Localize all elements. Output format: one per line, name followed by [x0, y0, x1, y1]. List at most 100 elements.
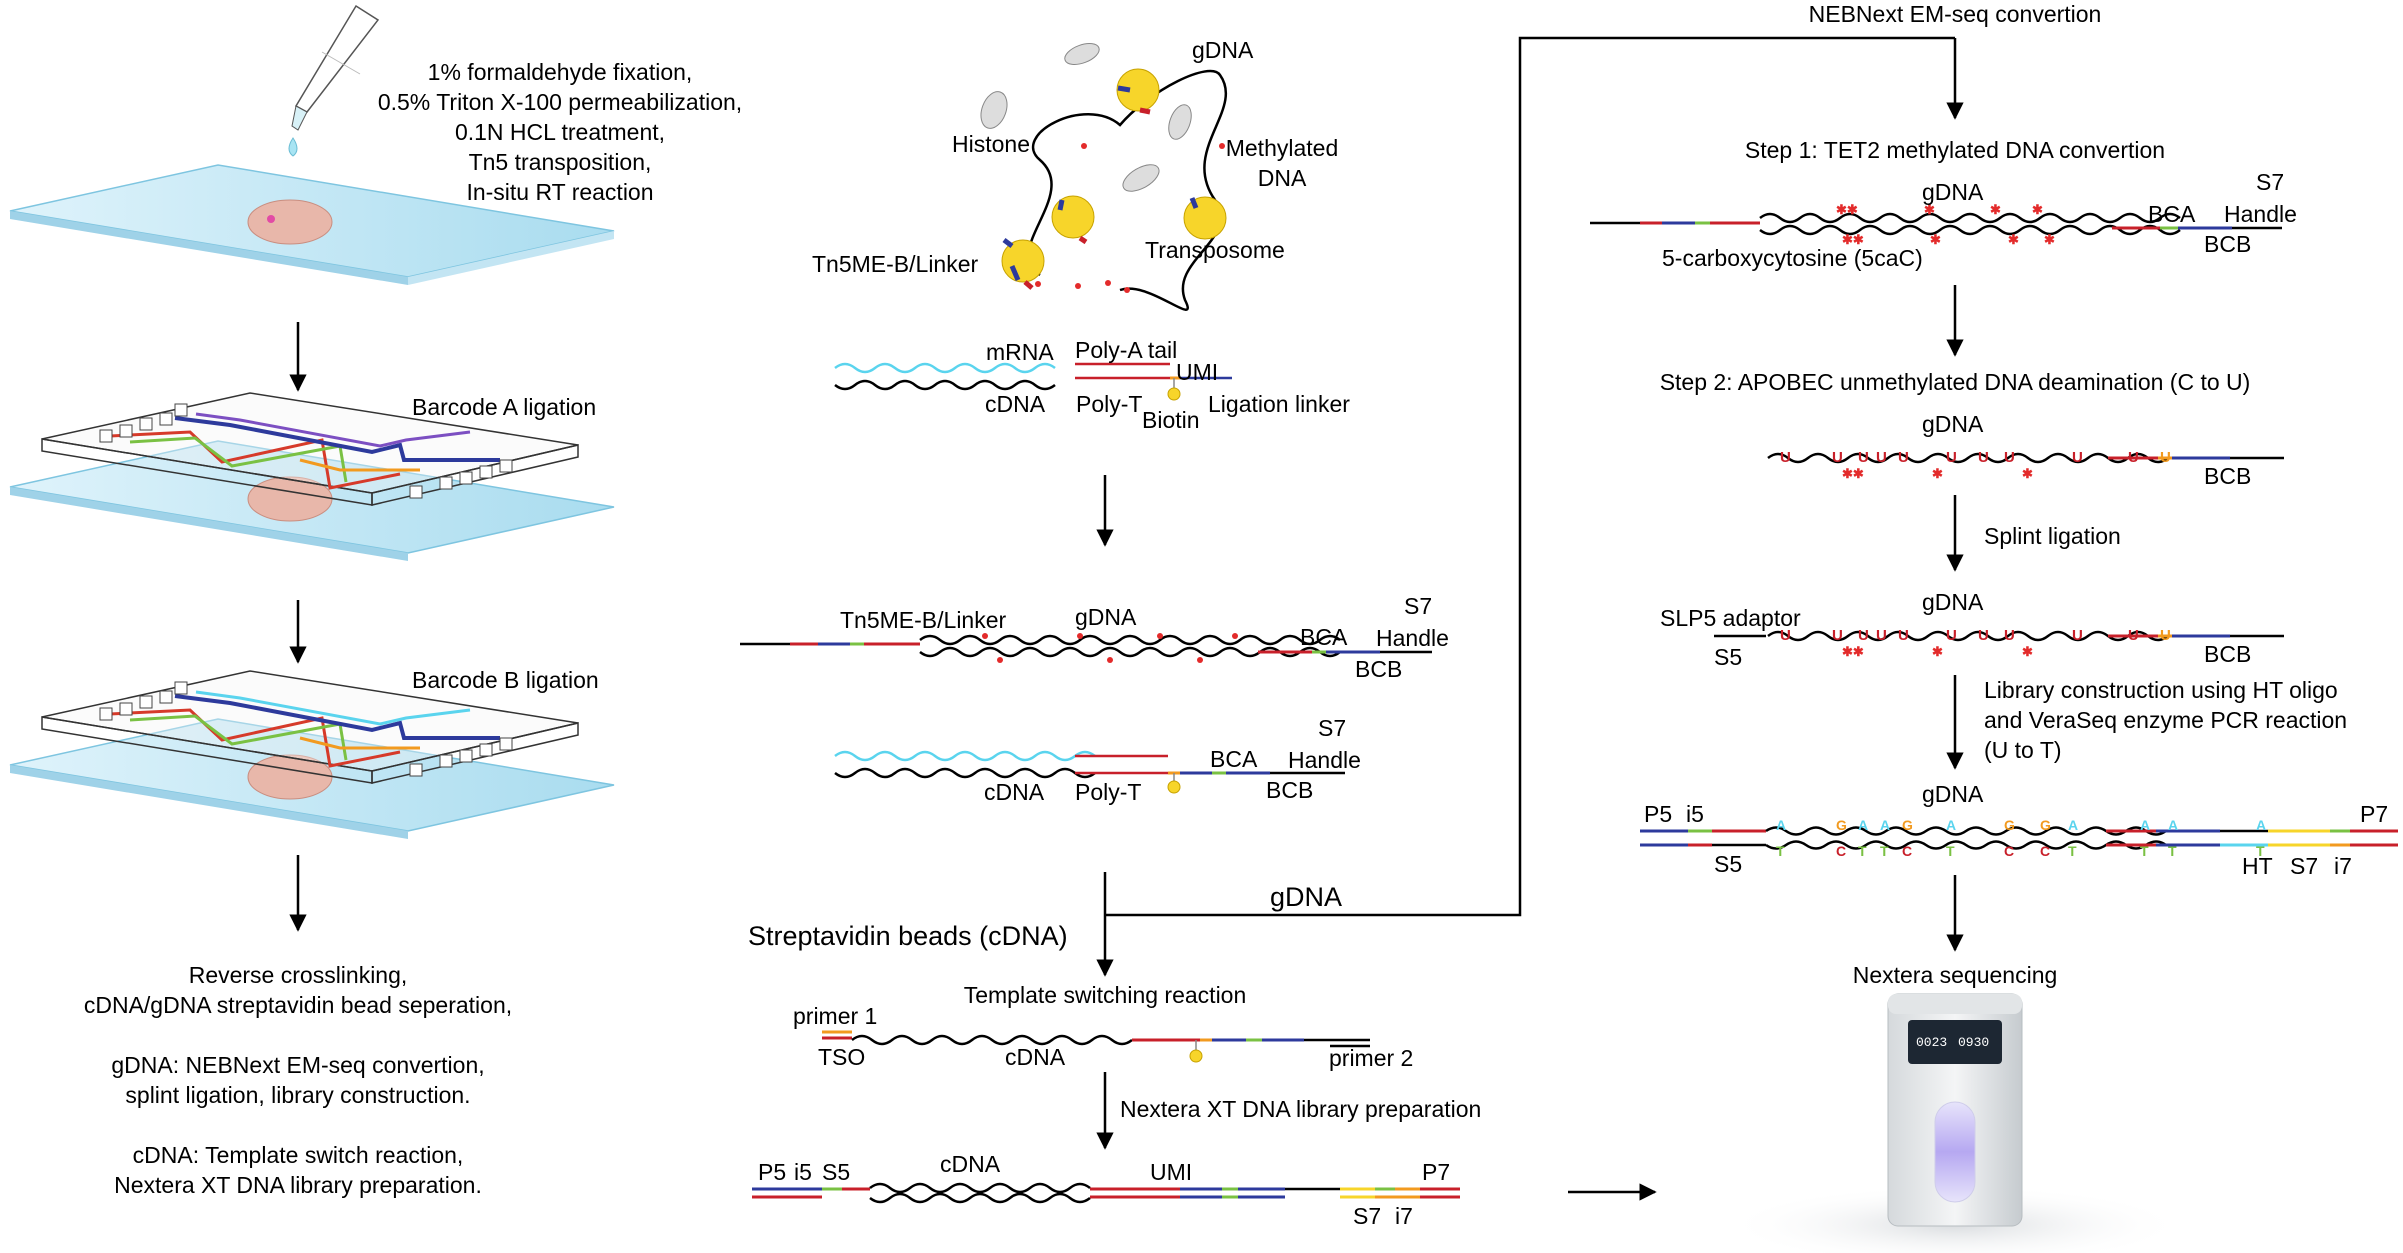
summary-line-2: cDNA/gDNA streptavidin bead seperation,	[84, 992, 512, 1018]
svg-text:U: U	[1978, 449, 1989, 466]
transposome-label: Transposome	[1145, 237, 1285, 263]
construct-gdna-label: gDNA	[1075, 604, 1137, 630]
svg-text:T: T	[2140, 843, 2149, 859]
lib-ht-label: HT	[2242, 853, 2273, 879]
tso-label: TSO	[818, 1044, 865, 1070]
svg-text:U: U	[1946, 449, 1957, 466]
svg-text:U: U	[2160, 627, 2171, 644]
svg-text:U: U	[1898, 627, 1909, 644]
svg-text:U: U	[1946, 627, 1957, 644]
tn5-linker-label: Tn5ME-B/Linker	[812, 251, 979, 277]
svg-text:✱: ✱	[2044, 232, 2055, 247]
svg-text:G: G	[1836, 817, 1847, 833]
primer1-label: primer 1	[793, 1003, 877, 1029]
ligation-linker-label: Ligation linker	[1208, 391, 1350, 417]
splint-gdna-label: gDNA	[1922, 589, 1984, 615]
svg-text:A: A	[1880, 817, 1890, 833]
cdna-library-construct	[752, 1182, 1460, 1204]
summary-line-4: gDNA: NEBNext EM-seq convertion,	[111, 1052, 484, 1078]
svg-text:A: A	[2140, 817, 2150, 833]
nextera-xt-label: Nextera XT DNA library preparation	[1120, 1096, 1481, 1122]
summary-line-5: splint ligation, library construction.	[125, 1082, 470, 1108]
cdna-barcoded-construct	[834, 750, 1345, 794]
svg-text:0023: 0023	[1916, 1035, 1947, 1050]
splint-label: Splint ligation	[1984, 523, 2121, 549]
svg-text:T: T	[2068, 843, 2077, 859]
fixation-step-2: 0.5% Triton X-100 permeabilization,	[378, 89, 742, 115]
library-label-3: (U to T)	[1984, 737, 2062, 763]
svg-text:T: T	[1776, 843, 1785, 859]
final-cdna-label: cDNA	[940, 1151, 1001, 1177]
svg-text:U: U	[1876, 449, 1887, 466]
svg-text:C: C	[2004, 843, 2014, 859]
nebnext-label: NEBNext EM-seq convertion	[1809, 1, 2102, 27]
svg-text:✱: ✱	[1930, 232, 1941, 247]
branch-lines	[1096, 36, 1964, 977]
splint-bcb-label: BCB	[2204, 641, 2251, 667]
svg-text:T: T	[1858, 843, 1867, 859]
gdna-branch-label: gDNA	[1270, 882, 1342, 912]
gdna-label: gDNA	[1192, 37, 1254, 63]
splint-s5-label: S5	[1714, 644, 1742, 670]
lib-i7-label: i7	[2334, 853, 2352, 879]
final-p5-label: P5	[758, 1159, 786, 1185]
polya-label: Poly-A tail	[1075, 337, 1177, 363]
streptavidin-label: Streptavidin beads (cDNA)	[748, 921, 1068, 951]
methylated-label: Methylated	[1226, 135, 1339, 161]
chip-barcode-b	[9, 670, 615, 839]
svg-text:✱: ✱	[2032, 202, 2043, 217]
cdna-label: cDNA	[985, 391, 1046, 417]
svg-text:✱: ✱	[1990, 202, 2001, 217]
svg-text:✱: ✱	[2022, 466, 2033, 481]
svg-text:G: G	[2040, 817, 2051, 833]
mrna-label: mRNA	[986, 339, 1054, 365]
construct-tn5-label: Tn5ME-B/Linker	[840, 607, 1007, 633]
step1-bca-label: BCA	[2148, 201, 2196, 227]
svg-text:A: A	[2168, 817, 2178, 833]
svg-text:U: U	[2160, 449, 2171, 466]
svg-text:✱✱: ✱✱	[1842, 644, 1864, 659]
barcode-a-label: Barcode A ligation	[412, 394, 596, 420]
bcb2-label: BCB	[1266, 777, 1313, 803]
fixation-step-1: 1% formaldehyde fixation,	[428, 59, 693, 85]
splint-construct: U U U U U U U U U U U ✱✱ ✱ ✱	[1714, 627, 2284, 659]
step1-label: Step 1: TET2 methylated DNA convertion	[1745, 137, 2165, 163]
final-i7-label: i7	[1395, 1203, 1413, 1229]
svg-text:✱: ✱	[1932, 466, 1943, 481]
biotin-label: Biotin	[1142, 407, 1200, 433]
chip-barcode-a	[9, 392, 615, 561]
step2-construct: U U U U U U U U U U U ✱✱ ✱ ✱	[1767, 449, 2284, 481]
svg-text:0930: 0930	[1958, 1035, 1989, 1050]
barcode-b-label: Barcode B ligation	[412, 667, 599, 693]
polyt-label: Poly-T	[1076, 391, 1142, 417]
mrna-cdna-hybrid	[834, 362, 1232, 401]
svg-text:C: C	[1836, 843, 1846, 859]
svg-text:U: U	[1876, 627, 1887, 644]
svg-text:U: U	[1898, 449, 1909, 466]
svg-text:U: U	[1978, 627, 1989, 644]
step2-bcb-label: BCB	[2204, 463, 2251, 489]
lib-s7-label: S7	[2290, 853, 2318, 879]
final-s5-label: S5	[822, 1159, 850, 1185]
handle-label: Handle	[1376, 625, 1449, 651]
final-s7-label: S7	[1353, 1203, 1381, 1229]
fixation-step-5: In-situ RT reaction	[466, 179, 653, 205]
svg-text:A: A	[1946, 817, 1956, 833]
tissue-slide	[9, 164, 615, 285]
lib-p5-label: P5	[1644, 801, 1672, 827]
svg-text:U: U	[2128, 449, 2139, 466]
final-i5-label: i5	[794, 1159, 812, 1185]
primer2-label: primer 2	[1329, 1045, 1413, 1071]
svg-text:✱: ✱	[1932, 644, 1943, 659]
svg-text:U: U	[2072, 627, 2083, 644]
library-label-2: and VeraSeq enzyme PCR reaction	[1984, 707, 2347, 733]
svg-text:✱: ✱	[2022, 644, 2033, 659]
svg-text:U: U	[1780, 627, 1791, 644]
svg-text:U: U	[2128, 627, 2139, 644]
sequencer-icon: 0023 0930	[1725, 993, 2185, 1253]
slp5-label: SLP5 adaptor	[1660, 605, 1801, 631]
svg-text:T: T	[1880, 843, 1889, 859]
step2-label: Step 2: APOBEC unmethylated DNA deaminat…	[1660, 369, 2251, 395]
dna-label: DNA	[1258, 165, 1307, 191]
handle2-label: Handle	[1288, 747, 1361, 773]
